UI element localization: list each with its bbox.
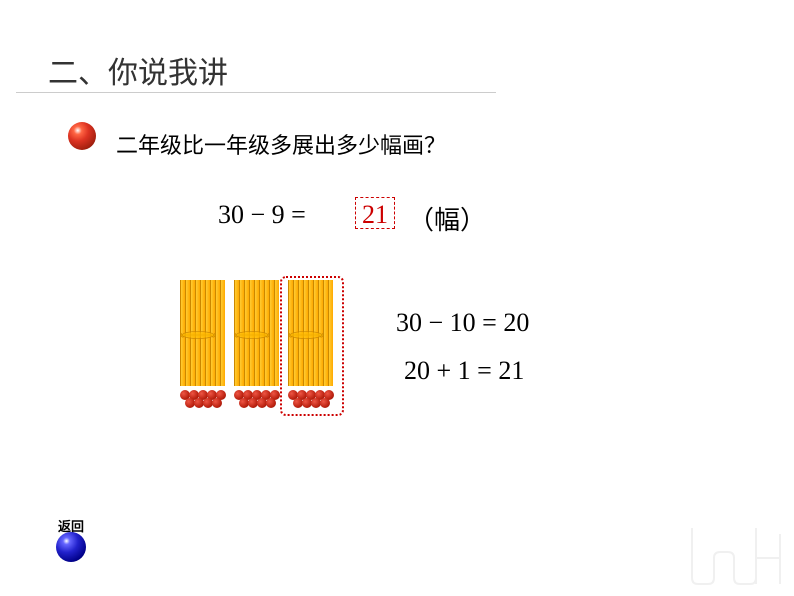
red-sphere-bullet-icon xyxy=(68,122,96,150)
slide-title: 二、你说我讲 xyxy=(48,48,228,92)
main-equation-unit: （幅） xyxy=(408,200,486,237)
main-equation-left: 30 − 9 = xyxy=(218,200,306,230)
bundle-base-dots xyxy=(180,390,224,410)
slide-title-area: 二、你说我讲 xyxy=(48,48,228,92)
third-bundle-dashed-outline xyxy=(280,276,344,416)
bundle-base-dots xyxy=(234,390,278,410)
title-underline xyxy=(16,92,496,93)
question-text: 二年级比一年级多展出多少幅画？ xyxy=(116,128,446,160)
bundle-tie-icon xyxy=(224,330,280,340)
main-equation-answer: 21 xyxy=(362,200,388,230)
calculation-step-1: 30 − 10 = 20 xyxy=(396,308,529,338)
calculation-step-2: 20 + 1 = 21 xyxy=(404,356,524,386)
stick-bundle xyxy=(178,280,226,410)
watermark-icon xyxy=(688,524,784,588)
stick-bundle xyxy=(232,280,280,410)
bundle-tie-icon xyxy=(170,330,226,340)
back-button[interactable] xyxy=(56,532,86,562)
